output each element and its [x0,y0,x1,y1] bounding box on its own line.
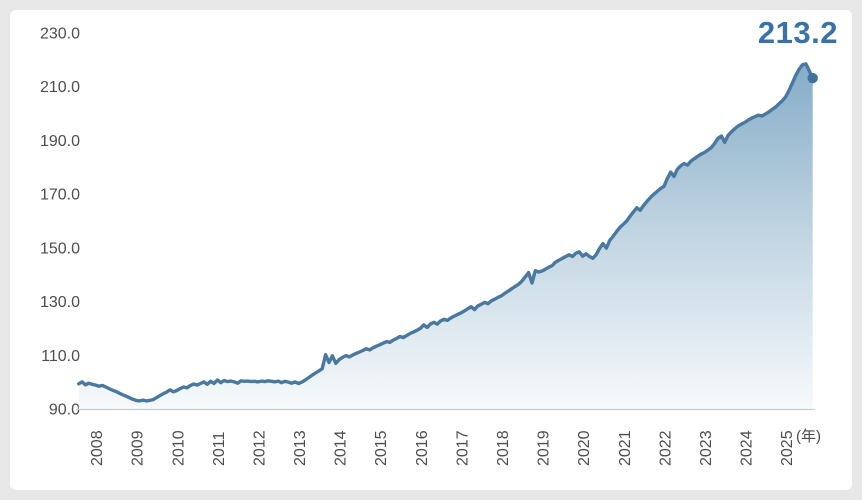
y-tick-label: 130.0 [40,294,80,311]
price-index-area-chart: 230.0210.0190.0170.0150.0130.0110.090.0 … [40,15,838,466]
x-tick-year-label: 2010 [170,430,187,466]
x-tick-year-label: 2013 [292,430,309,466]
x-tick-year-label: 2019 [536,430,553,466]
series-area-fill [78,63,813,410]
y-tick-label: 190.0 [40,133,80,150]
y-axis-tick-labels: 230.0 210.0 190.0 170.0 150.0 130.0 110.0 90.0 [40,26,80,419]
latest-value-annotation: 213.2 [758,15,838,50]
x-tick-year-label: 2008 [89,430,106,466]
x-tick-year-label: 2017 [454,430,471,466]
x-tick-year-label: 2021 [617,430,634,466]
x-tick-year-label: 2012 [252,430,269,466]
y-tick-label: 210.0 [40,79,80,96]
x-tick-year-label: 2024 [739,430,756,466]
x-tick-year-label: 2015 [373,430,390,466]
y-tick-label: 90.0 [49,402,80,419]
x-axis-year-labels: 2008 2009 2010 2011 2012 2013 2014 2015 2016 2017… [89,430,796,466]
latest-value-marker [807,72,818,84]
x-tick-year-label: 2023 [698,430,715,466]
x-tick-year-label: 2018 [495,430,512,466]
series-line [77,62,815,403]
x-axis-unit-label: (年) [796,428,821,445]
x-tick-year-label: 2020 [576,430,593,466]
x-tick-year-label: 2016 [414,430,431,466]
x-tick-year-label: 2009 [130,430,147,466]
y-tick-label: 230.0 [40,26,80,43]
x-tick-year-label: 2011 [211,431,228,466]
y-tick-label: 150.0 [40,240,80,257]
y-tick-label: 110.0 [41,348,80,365]
x-tick-year-label: 2025 [779,430,796,466]
x-tick-year-label: 2022 [657,430,674,466]
chart-card: 230.0 210.0 190.0 170.0 150.0 130.0 110.0 90.0 … [10,10,852,490]
y-tick-label: 170.0 [40,187,80,204]
x-tick-year-label: 2014 [333,430,350,466]
